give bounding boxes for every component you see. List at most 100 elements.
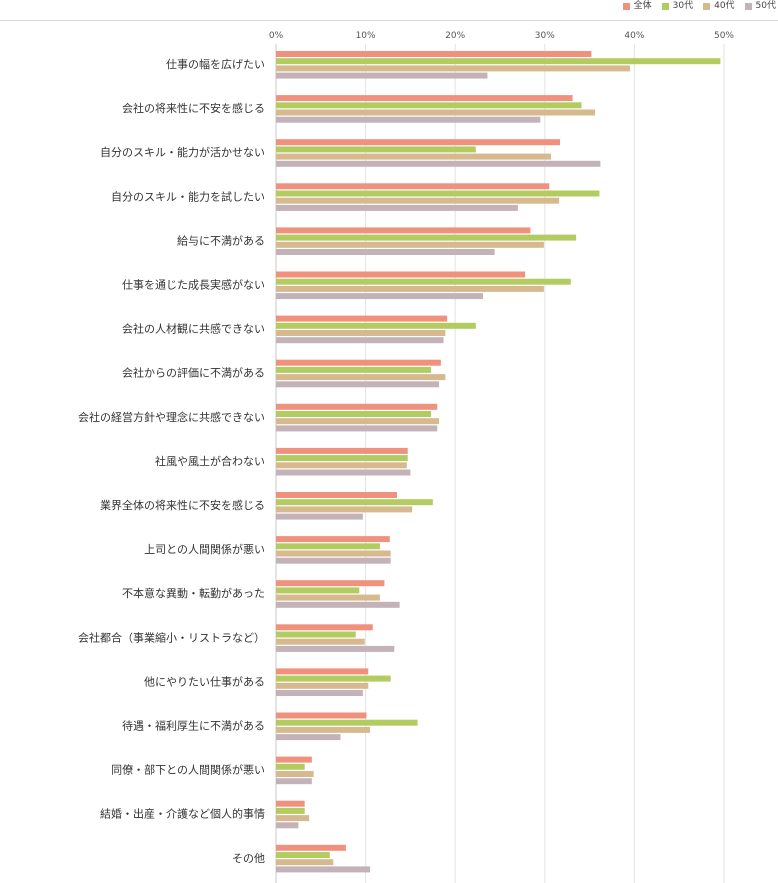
x-tick-label-20: 20% (445, 31, 465, 41)
category-label: その他 (232, 852, 265, 865)
bar-0-16 (276, 756, 312, 763)
bar-3-16 (276, 778, 312, 785)
x-tick-label-0: 0% (269, 31, 284, 41)
bar-1-2 (276, 146, 476, 153)
bar-0-11 (276, 536, 390, 543)
bar-0-5 (276, 271, 526, 278)
legend-label-50s: 50代 (755, 1, 776, 11)
legend-label-all: 全体 (633, 1, 652, 11)
bar-0-7 (276, 359, 441, 366)
category-label: 上司との人間関係が悪い (144, 542, 265, 556)
category-label: 会社の人材観に共感できない (122, 322, 265, 336)
legend: 全体 30代 40代 50代 (622, 0, 776, 12)
legend-item-40s: 40代 (703, 0, 735, 12)
bar-0-15 (276, 712, 367, 719)
category-label: 結婚・出産・介護など個人的事情 (100, 807, 265, 821)
bar-2-7 (276, 374, 446, 381)
bar-2-11 (276, 550, 391, 557)
bar-3-2 (276, 160, 601, 167)
bar-2-5 (276, 285, 544, 292)
category-label: 給与に不満がある (177, 233, 265, 247)
bar-1-16 (276, 763, 305, 770)
bar-2-6 (276, 330, 446, 336)
bar-2-14 (276, 682, 369, 689)
bar-2-12 (276, 594, 380, 601)
bar-2-17 (276, 815, 310, 822)
bar-2-0 (276, 65, 630, 72)
bar-2-1 (276, 109, 595, 116)
x-tick-label-30: 30% (535, 31, 555, 41)
bar-3-14 (276, 690, 363, 696)
category-label: 自分のスキル・能力が活かせない (100, 145, 265, 159)
bar-3-1 (276, 116, 541, 123)
bar-0-0 (276, 51, 592, 57)
category-label: 会社からの評価に不満がある (122, 366, 265, 380)
bar-1-8 (276, 411, 432, 417)
bar-1-14 (276, 675, 391, 682)
category-label: 他にやりたい仕事がある (144, 674, 265, 688)
bar-2-15 (276, 726, 371, 733)
bar-0-3 (276, 183, 550, 190)
category-label: 会社都合（事業縮小・リストラなど） (78, 630, 265, 644)
bar-3-3 (276, 204, 518, 211)
bar-1-9 (276, 455, 408, 462)
bar-3-6 (276, 337, 444, 344)
bar-0-2 (276, 139, 561, 146)
bar-2-18 (276, 859, 334, 866)
bar-3-15 (276, 734, 341, 741)
bar-3-0 (276, 72, 488, 79)
bar-2-9 (276, 462, 407, 469)
bar-0-4 (276, 227, 531, 234)
bar-3-11 (276, 557, 391, 564)
bar-0-17 (276, 800, 305, 807)
legend-swatch-all (622, 2, 630, 10)
category-label: 自分のスキル・能力を試したい (111, 189, 265, 203)
category-label: 業界全体の将来性に不安を感じる (100, 498, 265, 512)
category-label: 同僚・部下との人間関係が悪い (111, 763, 265, 777)
bar-3-8 (276, 425, 438, 432)
bar-1-7 (276, 366, 432, 373)
bar-3-12 (276, 601, 400, 608)
legend-item-50s: 50代 (744, 0, 776, 12)
bar-1-6 (276, 322, 476, 329)
bar-2-13 (276, 638, 365, 645)
bar-0-9 (276, 447, 408, 454)
bar-3-17 (276, 822, 299, 829)
bar-1-1 (276, 102, 582, 109)
bar-1-0 (276, 58, 721, 65)
legend-item-all: 全体 (622, 0, 652, 12)
category-label: 不本意な異動・転勤があった (122, 586, 265, 600)
category-label: 会社の経営方針や理念に共感できない (78, 410, 265, 424)
x-tick-label-50: 50% (714, 31, 734, 41)
bar-1-18 (276, 852, 330, 858)
category-label: 仕事を通じた成長実感がない (122, 278, 265, 292)
bar-3-18 (276, 866, 371, 873)
bar-2-4 (276, 241, 544, 248)
bar-2-3 (276, 197, 560, 204)
bar-0-8 (276, 403, 438, 410)
legend-swatch-30s (661, 2, 669, 10)
x-tick-label-10: 10% (356, 31, 376, 41)
bar-1-4 (276, 234, 577, 241)
bar-2-2 (276, 153, 552, 160)
bar-3-10 (276, 513, 363, 520)
bar-1-11 (276, 543, 380, 550)
header-divider (0, 20, 778, 21)
bar-3-13 (276, 645, 395, 652)
legend-swatch-40s (703, 2, 711, 10)
x-tick-label-40: 40% (624, 31, 644, 41)
bar-0-13 (276, 624, 373, 631)
category-label: 仕事の幅を広げたい (166, 58, 265, 71)
bar-1-12 (276, 587, 360, 594)
bar-0-6 (276, 315, 448, 322)
bar-0-12 (276, 580, 385, 587)
legend-label-40s: 40代 (714, 1, 735, 11)
category-label: 会社の将来性に不安を感じる (122, 101, 265, 115)
bar-2-10 (276, 506, 413, 513)
bar-1-3 (276, 190, 600, 197)
bar-1-10 (276, 499, 433, 506)
bar-0-14 (276, 668, 369, 675)
bar-3-7 (276, 381, 440, 388)
bar-3-4 (276, 249, 495, 255)
